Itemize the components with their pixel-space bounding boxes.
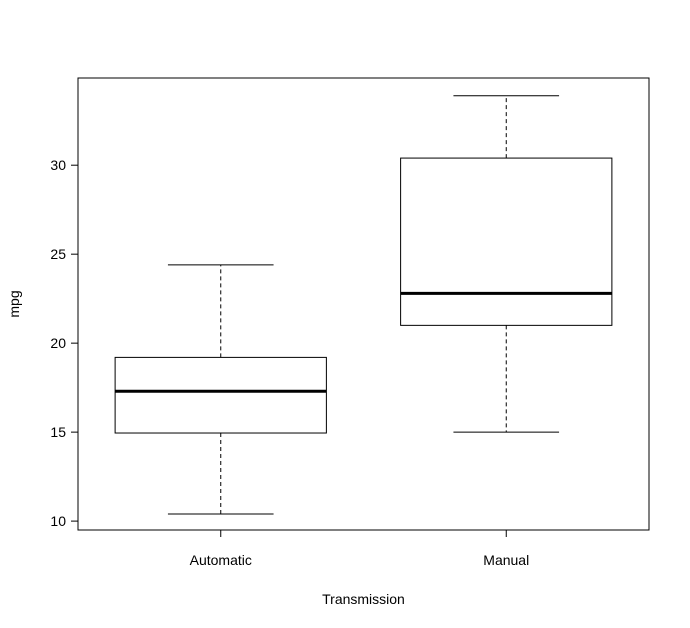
iqr-box	[400, 157, 613, 326]
x-tick-label-manual: Manual	[483, 552, 529, 568]
y-tick-label-10: 10	[50, 513, 66, 529]
iqr-box	[114, 356, 327, 434]
box-group-automatic	[114, 264, 327, 515]
x-tick-label-automatic: Automatic	[190, 552, 252, 568]
y-axis: 10 15 20 25 30	[50, 157, 78, 529]
y-tick-label-25: 25	[50, 246, 66, 262]
box-group-manual	[400, 95, 613, 433]
plot-frame	[77, 77, 650, 531]
y-tick-label-30: 30	[50, 157, 66, 173]
boxes-layer	[114, 95, 613, 515]
y-tick-label-15: 15	[50, 424, 66, 440]
x-axis-label: Transmission	[322, 591, 405, 607]
y-axis-label: mpg	[6, 290, 22, 317]
x-axis: Automatic Manual	[190, 530, 529, 568]
y-tick-label-20: 20	[50, 335, 66, 351]
